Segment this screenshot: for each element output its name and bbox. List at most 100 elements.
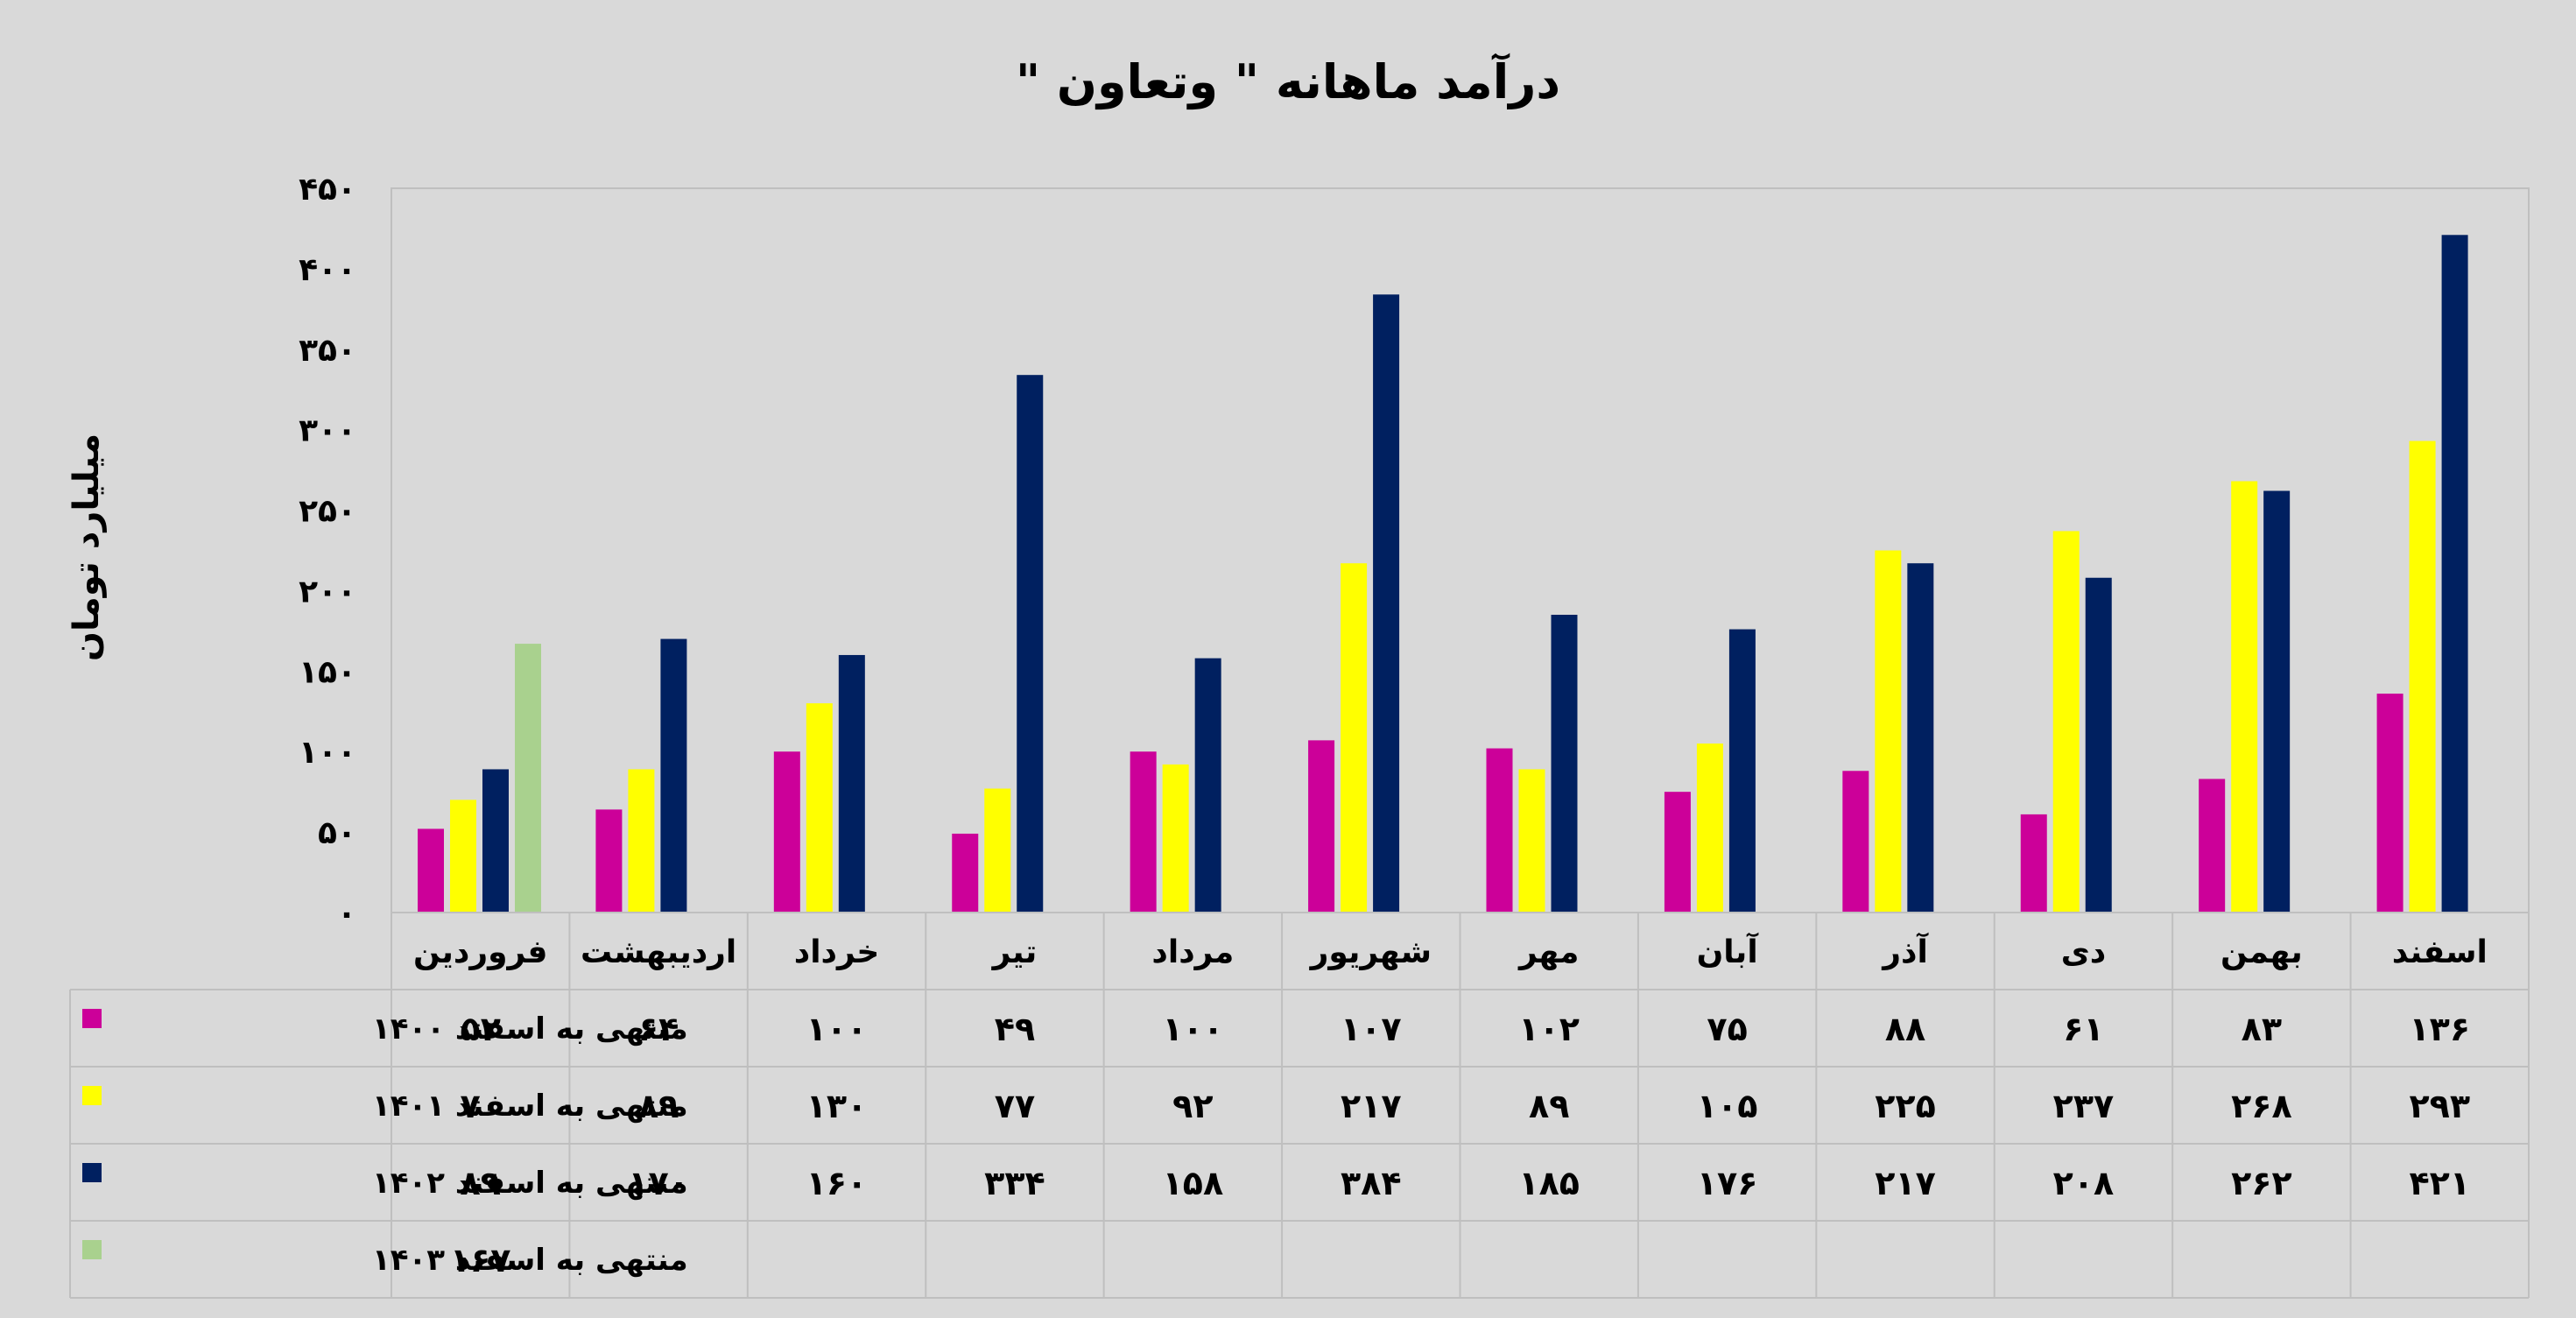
bar-9-series-1 [1842, 771, 1869, 913]
bar-7-series-3 [1551, 615, 1578, 913]
table-cell-value: ۱۰۵ [1697, 1087, 1758, 1125]
table-cell-value: ۷۰ [461, 1087, 501, 1125]
bar-7-series-2 [1518, 769, 1545, 913]
category-label: اسفند [2392, 934, 2488, 970]
y-tick-label: ۳۵۰ [299, 333, 356, 369]
table-cell-value: ۸۸ [1885, 1010, 1925, 1048]
table-cell-value: ۱۰۰ [1163, 1010, 1224, 1048]
table-cell-value: ۱۵۸ [1163, 1164, 1224, 1202]
table-cell-value: ۳۳۴ [984, 1164, 1045, 1202]
table-cell-value: ۶۱ [2063, 1010, 2103, 1048]
y-tick-label: ۲۵۰ [299, 494, 356, 530]
bar-3-series-3 [838, 654, 865, 913]
y-tick-label: ۴۵۰ [299, 172, 356, 208]
legend-swatch-1 [82, 1009, 102, 1028]
bar-5-series-3 [1194, 658, 1221, 913]
legend-swatch-4 [82, 1240, 102, 1259]
table-cell-value: ۱۰۲ [1518, 1010, 1580, 1048]
table-cell-value: ۴۲۱ [2409, 1164, 2470, 1202]
bar-1-series-4 [515, 644, 541, 913]
series-name-1: منتهی به اسفند ۱۴۰۰ [372, 1011, 688, 1047]
table-cell-value: ۱۷۰ [628, 1164, 689, 1202]
bars [418, 235, 2468, 913]
bar-2-series-1 [595, 809, 623, 913]
table-cell-value: ۴۹ [995, 1010, 1035, 1048]
y-axis-ticks: ۰ ۵۰ ۱۰۰ ۱۵۰ ۲۰۰ ۲۵۰ ۳۰۰ ۳۵۰ ۴۰۰ ۴۵۰ [299, 172, 356, 932]
bar-1-series-3 [482, 769, 509, 913]
table-cell-value: ۱۰۰ [806, 1010, 868, 1048]
category-label: فروردین [413, 934, 547, 970]
bar-4-series-3 [1017, 375, 1044, 913]
table-cell-value: ۱۷۶ [1697, 1164, 1758, 1202]
table-cell-value: ۲۶۸ [2231, 1087, 2292, 1125]
table-cell-value: ۷۷ [995, 1087, 1035, 1125]
bar-6-series-1 [1308, 740, 1335, 913]
table-cell-value: ۱۶۷ [450, 1241, 511, 1279]
chart-title: درآمد ماهانه " وتعاون " [1016, 53, 1560, 109]
category-label: آذر [1881, 932, 1929, 970]
y-tick-label: ۱۰۰ [299, 735, 356, 771]
category-label: مهر [1517, 934, 1579, 970]
category-label: تیر [991, 934, 1038, 970]
bar-1-series-2 [450, 800, 476, 913]
category-label: اردیبهشت [581, 934, 736, 970]
table-cell-value: ۲۱۷ [1875, 1164, 1936, 1202]
table-cell-value: ۲۳۷ [2053, 1087, 2115, 1125]
bar-6-series-3 [1373, 294, 1400, 913]
table-cell-value: ۸۹ [1529, 1087, 1569, 1125]
table-cell-value: ۱۸۵ [1518, 1164, 1580, 1202]
series-name-2: منتهی به اسفند ۱۴۰۱ [372, 1089, 688, 1124]
table-cell-value: ۷۵ [1707, 1010, 1747, 1048]
table-cell-value: ۵۲ [461, 1010, 501, 1048]
bar-12-series-1 [2376, 694, 2404, 913]
bar-10-series-3 [2085, 577, 2112, 913]
bar-4-series-2 [984, 788, 1011, 913]
table-cell-value: ۶۴ [638, 1010, 679, 1048]
table-cell-value: ۳۸۴ [1341, 1164, 1402, 1202]
bar-2-series-3 [660, 638, 687, 913]
bar-6-series-2 [1341, 563, 1368, 913]
category-label: مرداد [1151, 934, 1234, 970]
category-label: آبان [1697, 932, 1760, 970]
table-cell-value: ۱۶۰ [806, 1164, 868, 1202]
bar-12-series-3 [2441, 235, 2468, 913]
table-cell-value: ۸۳ [2242, 1010, 2282, 1048]
bar-7-series-1 [1486, 748, 1513, 913]
bar-8-series-2 [1696, 744, 1723, 913]
bar-8-series-1 [1664, 792, 1691, 913]
bar-5-series-1 [1130, 751, 1157, 913]
table-cell-value: ۱۳۰ [806, 1087, 868, 1125]
legend-swatch-2 [82, 1086, 102, 1105]
bar-5-series-2 [1162, 764, 1189, 913]
bar-11-series-3 [2263, 490, 2291, 913]
bar-11-series-1 [2199, 779, 2226, 913]
bar-8-series-3 [1728, 629, 1756, 913]
table-cell-value: ۱۳۶ [2409, 1010, 2470, 1048]
table-cell-value: ۲۹۳ [2409, 1087, 2470, 1125]
bar-3-series-1 [773, 751, 800, 913]
bar-3-series-2 [806, 703, 833, 913]
table-cell-value: ۲۲۵ [1875, 1087, 1936, 1125]
bar-2-series-2 [628, 769, 655, 913]
series-name-4: منتهی به اسفند ۱۴۰۳ [372, 1243, 688, 1278]
bar-10-series-1 [2020, 814, 2047, 913]
legend-swatch-3 [82, 1163, 102, 1182]
bar-11-series-2 [2231, 481, 2258, 913]
category-label: دی [2061, 934, 2106, 970]
bar-12-series-2 [2409, 441, 2436, 913]
y-tick-label: ۵۰ [318, 815, 356, 851]
table-cell-value: ۸۹ [461, 1164, 501, 1202]
table-cell-value: ۲۶۲ [2231, 1164, 2292, 1202]
y-tick-label: ۱۵۰ [299, 654, 356, 690]
bar-1-series-1 [418, 828, 444, 913]
category-label: بهمن [2221, 934, 2303, 970]
bar-10-series-2 [2052, 531, 2080, 913]
y-axis-label: میلیارد تومان [67, 433, 107, 661]
table-cell-value: ۸۹ [638, 1087, 679, 1125]
y-tick-label: ۰ [337, 896, 356, 932]
table-cell-value: ۲۰۸ [2053, 1164, 2115, 1202]
bar-4-series-1 [952, 833, 979, 913]
series-name-3: منتهی به اسفند ۱۴۰۲ [372, 1166, 688, 1201]
category-label: خرداد [794, 934, 880, 970]
